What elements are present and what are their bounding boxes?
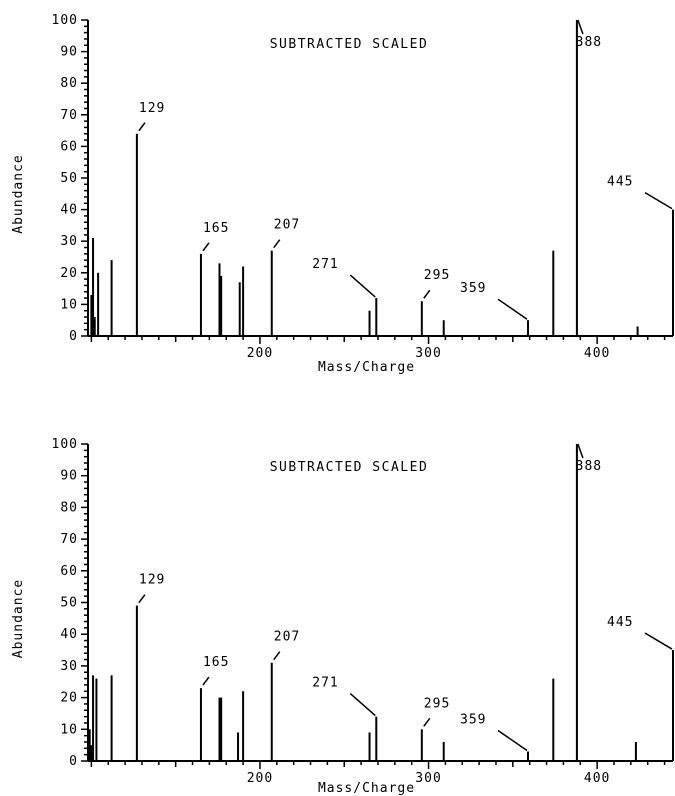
chart-panel-1: 0 10 20 30 40 50 60 70 80 90 100 200 300 400 Mass/Char…: [11, 13, 674, 375]
peak-label: 359: [460, 712, 486, 727]
peak-label: 271: [312, 257, 338, 272]
peak-label-leader: [497, 298, 528, 320]
y-tick-label: 30: [60, 234, 78, 249]
x-tick-label: 300: [415, 771, 441, 786]
peak-label-leader: [273, 651, 281, 661]
x-tick-label: 400: [584, 346, 610, 361]
peak-label-leader: [577, 443, 584, 459]
peak-label: 129: [139, 573, 165, 588]
chart-title: SUBTRACTED SCALED: [270, 37, 429, 52]
y-tick-label: 0: [69, 754, 78, 769]
x-tick-label: 400: [584, 771, 610, 786]
peak-label: 388: [576, 35, 602, 50]
y-tick-label: 90: [60, 45, 78, 60]
peak-label-leader: [273, 239, 281, 249]
y-tick-label: 90: [60, 469, 78, 484]
peak-label-leader: [423, 289, 431, 299]
x-tick-label: 200: [247, 346, 273, 361]
peak-label: 359: [460, 281, 486, 296]
peak-label-leader: [349, 274, 376, 298]
peak-label: 445: [607, 175, 633, 190]
peak-label: 388: [576, 459, 602, 474]
x-tick-label: 300: [415, 346, 441, 361]
peak-label-leader: [644, 632, 673, 650]
peak-label-leader: [138, 594, 146, 604]
peak-label: 271: [312, 676, 338, 691]
peak-label-leader: [202, 242, 210, 252]
peak-label: 295: [424, 268, 450, 283]
y-tick-label: 50: [60, 171, 78, 186]
y-tick-label: 10: [60, 297, 78, 312]
y-tick-label: 100: [52, 437, 78, 452]
peak-label: 129: [139, 101, 165, 116]
peak-label: 165: [203, 655, 229, 670]
y-axis-title: Abundance: [11, 579, 26, 658]
peak-label-leader: [138, 122, 146, 132]
y-tick-label: 40: [60, 203, 78, 218]
peak-label: 165: [203, 221, 229, 236]
x-axis-title: Mass/Charge: [318, 781, 415, 796]
y-tick-label: 70: [60, 108, 78, 123]
y-axis-title: Abundance: [11, 154, 26, 233]
y-tick-label: 100: [52, 13, 78, 28]
peak-label: 207: [274, 630, 300, 645]
peak-label-leader: [577, 19, 584, 35]
y-tick-label: 10: [60, 722, 78, 737]
y-tick-label: 60: [60, 564, 78, 579]
y-tick-label: 20: [60, 266, 78, 281]
x-axis-title: Mass/Charge: [318, 360, 415, 375]
chart-panel-2: 0 10 20 30 40 50 60 70 80 90 100 200 300 400 Mass/Char…: [11, 437, 674, 796]
y-tick-label: 60: [60, 139, 78, 154]
y-tick-label: 40: [60, 627, 78, 642]
peak-label-leader: [497, 729, 528, 752]
chart-title: SUBTRACTED SCALED: [270, 460, 429, 475]
y-tick-label: 80: [60, 76, 78, 91]
peak-label: 295: [424, 696, 450, 711]
y-tick-label: 0: [69, 329, 78, 344]
y-tick-label: 20: [60, 691, 78, 706]
y-tick-label: 30: [60, 659, 78, 674]
peak-label-leader: [202, 676, 210, 686]
y-tick-label: 50: [60, 596, 78, 611]
peak-label-leader: [423, 717, 431, 727]
y-tick-label: 70: [60, 532, 78, 547]
y-tick-label: 80: [60, 500, 78, 515]
peak-label: 207: [274, 218, 300, 233]
peak-label: 445: [607, 615, 633, 630]
x-tick-label: 200: [247, 771, 273, 786]
peak-label-leader: [644, 191, 673, 210]
peak-label-leader: [349, 693, 376, 717]
